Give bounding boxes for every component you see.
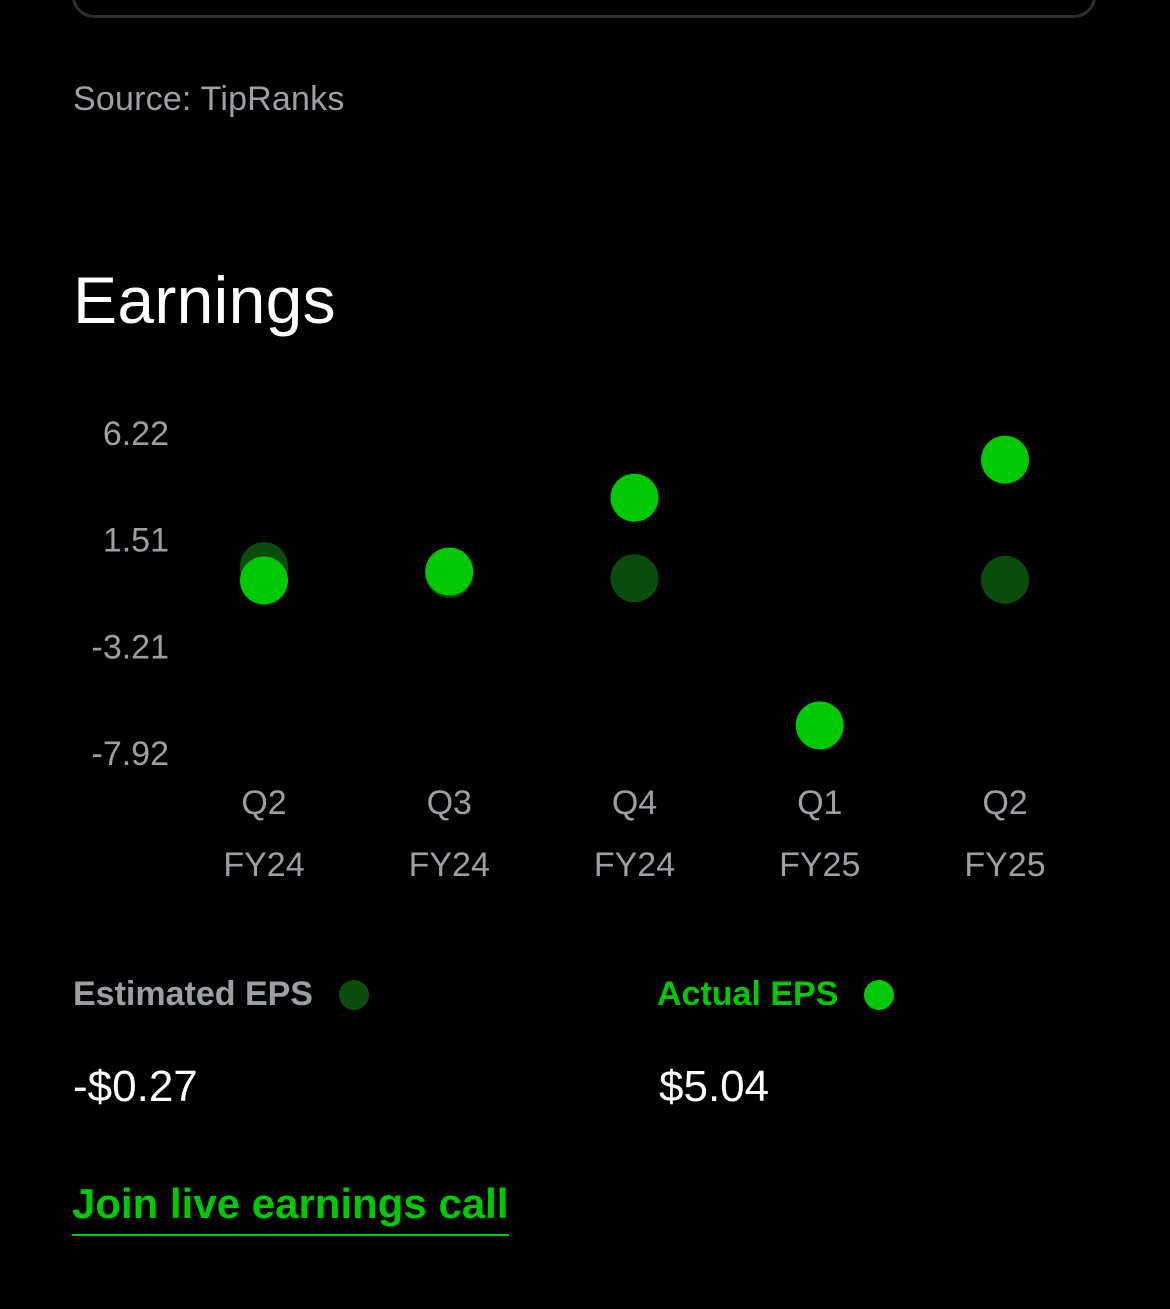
x-tick-year-label: FY24 [409,846,490,884]
actual-eps-point [610,473,659,522]
previous-card-outline [72,0,1096,18]
x-tick-quarter-label: Q1 [797,784,842,822]
actual-eps-point [425,547,474,596]
x-tick-year-label: FY24 [594,846,675,884]
x-tick-quarter-label: Q2 [982,784,1027,822]
y-tick-label: 1.51 [103,522,169,560]
legend-actual-dot-icon [864,979,895,1010]
join-earnings-call-link[interactable]: Join live earnings call [72,1180,509,1236]
y-tick-label: -7.92 [92,735,170,773]
legend-estimated: Estimated EPS [73,975,369,1014]
x-tick-year-label: FY25 [779,846,860,884]
x-tick-year-label: FY25 [964,846,1045,884]
estimated-eps-point [610,554,659,603]
earnings-title: Earnings [73,263,336,337]
earnings-chart: 6.22 1.51 -3.21 -7.92 Q2 FY24 Q3 FY24 Q4 FY24 Q1 FY… [0,380,1170,920]
earnings-chart-svg: 6.22 1.51 -3.21 -7.92 Q2 FY24 Q3 FY24 Q4 FY24 Q1 FY… [92,415,1046,884]
y-tick-label: 6.22 [103,415,169,453]
legend-actual-label: Actual EPS [657,975,839,1013]
x-tick-quarter-label: Q3 [427,784,472,822]
actual-eps-value: $5.04 [659,1062,770,1111]
source-label: Source: TipRanks [73,80,345,118]
x-tick-quarter-label: Q2 [241,784,286,822]
actual-eps-point [240,556,288,605]
x-tick-year-label: FY24 [223,846,304,884]
estimated-eps-point [981,555,1029,604]
actual-eps-point [981,435,1029,484]
estimated-eps-value: -$0.27 [73,1062,198,1111]
legend-estimated-label: Estimated EPS [73,975,313,1013]
y-tick-label: -3.21 [92,628,170,666]
legend-actual: Actual EPS [657,975,895,1014]
legend-estimated-dot-icon [338,979,369,1010]
actual-eps-point [795,701,844,750]
x-tick-quarter-label: Q4 [612,784,657,822]
